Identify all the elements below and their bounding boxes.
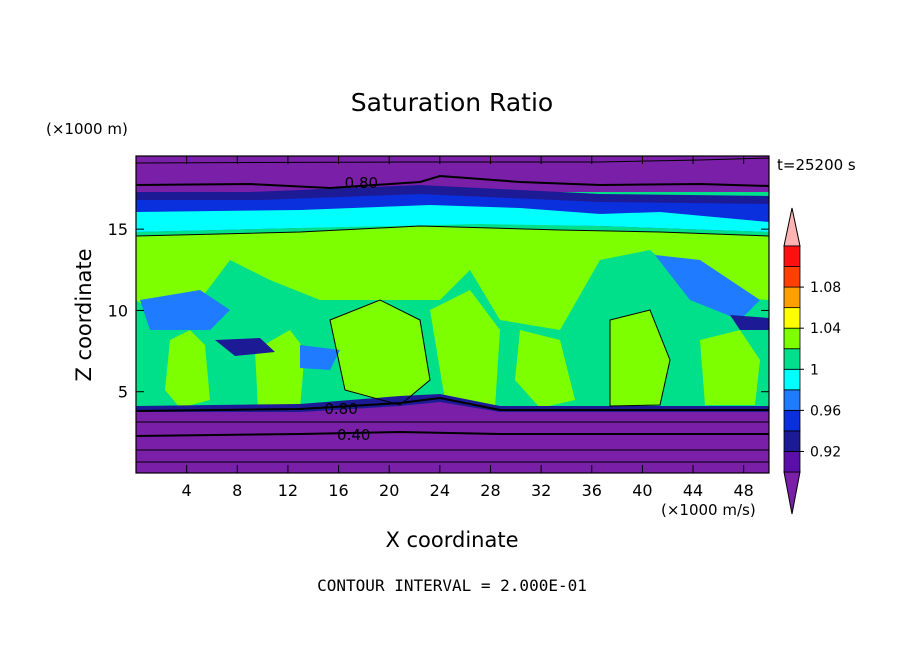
contour-lower-080 (136, 396, 769, 412)
contour-mid-3 (609, 309, 671, 407)
colorbar-label-0: 0.92 (810, 444, 841, 460)
contour-interval-note: CONTOUR INTERVAL = 2.000E-01 (317, 576, 587, 595)
contour-upper-080 (136, 174, 769, 190)
y-unit-label: (×1000 m) (46, 120, 128, 138)
field-light-green-col6 (610, 310, 670, 406)
plot-frame (135, 155, 770, 474)
x-tick-label-5: 24 (430, 481, 450, 500)
field-bottom-purple (136, 398, 769, 473)
field-light-green-col3 (330, 300, 430, 405)
x-tick-label-4: 20 (379, 481, 399, 500)
y-tick-label-2: 15 (108, 220, 128, 239)
field-light-green-col1 (165, 330, 210, 408)
x-tick-label-1: 8 (232, 481, 242, 500)
contour-labels: 0.80 0.80 0.40 (324, 174, 378, 444)
contour-label-0: 0.80 (345, 174, 378, 192)
colorbar-bin-2 (783, 409, 801, 432)
x-tick-label-6: 28 (480, 481, 500, 500)
contour-upper-thin (136, 157, 769, 164)
x-tick-label-9: 40 (632, 481, 652, 500)
x-tick-label-0: 4 (182, 481, 192, 500)
field-top-purple (136, 156, 769, 192)
y-tick-label-0: 5 (118, 383, 128, 402)
colorbar-bin-8 (783, 286, 801, 309)
colorbar-bin-9 (783, 266, 801, 288)
colorbar-under-arrow (783, 471, 801, 515)
colorbar-bin-1 (783, 430, 801, 452)
field-blue-patch-4 (655, 255, 760, 320)
colorbar-label-4: 1.08 (810, 280, 841, 296)
x-tick-label-8: 36 (582, 481, 602, 500)
field-blue-patch-2 (215, 338, 275, 356)
x-tick-label-2: 12 (278, 481, 298, 500)
field-light-green-col7 (700, 330, 760, 405)
field-bottom-blue-rim (136, 394, 769, 412)
colorbar-bin-3 (783, 389, 801, 411)
colorbar-bin-6 (783, 327, 801, 350)
field-upper-cyan-band (136, 205, 769, 232)
x-unit-label: (×1000 m/s) (661, 501, 756, 519)
x-tick-label-10: 44 (683, 481, 703, 500)
field-blue-patch-5 (730, 315, 769, 330)
colorbar-label-1: 0.96 (810, 403, 841, 419)
field-blue-patch-1 (140, 290, 230, 330)
contour-label-1: 0.80 (324, 400, 357, 418)
field-light-green-upper (136, 226, 769, 330)
y-axis-label: Z coordinate (72, 248, 96, 382)
colorbar-label-2: 1 (810, 362, 819, 378)
colorbar-label-3: 1.04 (810, 321, 841, 337)
field-blue-patch-3 (300, 345, 340, 370)
y-ticks: 5 10 15 (108, 220, 769, 402)
time-label: t=25200 s (777, 156, 856, 174)
x-ticks: 4 8 12 16 20 24 28 32 36 40 44 48 (182, 156, 754, 500)
y-tick-label-1: 10 (108, 301, 128, 320)
colorbar-over-arrow (783, 207, 801, 247)
contour-mid-1 (136, 225, 769, 237)
colorbar-bin-4 (783, 368, 801, 391)
colorbar-bin-0 (783, 451, 801, 473)
chart-title: Saturation Ratio (350, 88, 554, 117)
x-tick-label-11: 48 (734, 481, 754, 500)
colorbar-bin-10 (783, 245, 801, 267)
x-axis-label: X coordinate (385, 528, 519, 552)
field-light-green-col4 (430, 290, 500, 408)
colorbar-bin-5 (783, 348, 801, 370)
contour-lower-040 (136, 430, 769, 437)
field-light-green-col5 (515, 330, 575, 408)
colorbar: 0.92 0.96 1 1.04 1.08 (783, 207, 841, 515)
x-tick-label-7: 32 (531, 481, 551, 500)
contour-mid-2 (329, 299, 431, 406)
colorbar-bin-7 (783, 307, 801, 329)
contour-label-2: 0.40 (337, 426, 370, 444)
x-tick-label-3: 16 (328, 481, 348, 500)
